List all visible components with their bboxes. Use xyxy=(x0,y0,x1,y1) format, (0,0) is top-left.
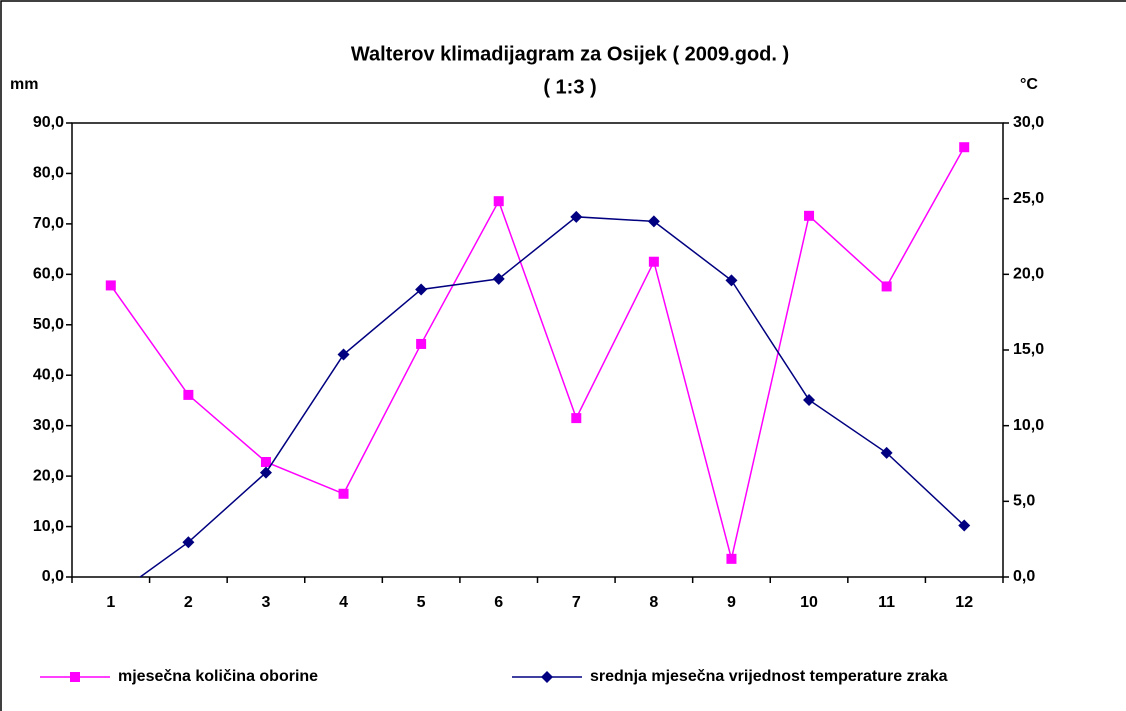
chart-subtitle: ( 1:3 ) xyxy=(543,76,596,98)
series-line xyxy=(138,216,965,577)
point xyxy=(959,142,970,153)
point xyxy=(570,210,583,223)
legend-label: srednja mjesečna vrijednost temperature … xyxy=(590,668,948,685)
chart-title: Walterov klimadijagram za Osijek ( 2009.… xyxy=(351,43,789,65)
y-tick-label: 10,0 xyxy=(33,518,64,535)
x-tick-label: 8 xyxy=(649,594,658,611)
x-tick-label: 7 xyxy=(572,594,581,611)
y-tick-label: 70,0 xyxy=(33,215,64,232)
point xyxy=(259,466,272,479)
y2-tick-label: 20,0 xyxy=(1013,266,1044,283)
point xyxy=(880,446,893,459)
x-tick-label: 5 xyxy=(417,594,426,611)
point xyxy=(571,413,582,424)
point xyxy=(260,456,271,467)
y2-tick-label: 15,0 xyxy=(1013,341,1044,358)
point xyxy=(725,274,738,287)
point xyxy=(881,281,892,292)
point xyxy=(804,210,815,221)
point xyxy=(492,272,505,285)
point xyxy=(648,256,659,267)
y-tick-label: 30,0 xyxy=(33,417,64,434)
x-tick-label: 1 xyxy=(106,594,115,611)
y2-tick-label: 10,0 xyxy=(1013,417,1044,434)
legend-marker xyxy=(541,671,553,683)
y2-axis-label: °C xyxy=(1020,76,1038,93)
y-tick-label: 20,0 xyxy=(33,467,64,484)
y2-tick-label: 30,0 xyxy=(1013,114,1044,131)
point xyxy=(183,389,194,400)
series-line xyxy=(110,146,965,560)
point xyxy=(105,280,116,291)
plot-series xyxy=(105,142,971,577)
y2-tick-label: 0,0 xyxy=(1013,568,1035,585)
point xyxy=(493,196,504,207)
x-tick-label: 2 xyxy=(184,594,193,611)
y-tick-label: 40,0 xyxy=(33,366,64,383)
point xyxy=(958,519,971,532)
point xyxy=(647,215,660,228)
point xyxy=(803,393,816,406)
point xyxy=(726,553,737,564)
y-tick-label: 80,0 xyxy=(33,165,64,182)
point xyxy=(337,348,350,361)
y-axis-label: mm xyxy=(10,76,38,93)
point xyxy=(338,488,349,499)
point xyxy=(182,536,195,549)
y2-tick-label: 5,0 xyxy=(1013,493,1035,510)
x-tick-label: 10 xyxy=(800,594,818,611)
y-tick-label: 60,0 xyxy=(33,266,64,283)
point xyxy=(415,283,428,296)
y-tick-label: 90,0 xyxy=(33,114,64,131)
legend-label: mjesečna količina oborine xyxy=(118,668,318,685)
y-tick-label: 0,0 xyxy=(42,568,64,585)
x-tick-label: 4 xyxy=(339,594,348,611)
x-tick-label: 11 xyxy=(878,594,895,611)
y-tick-label: 50,0 xyxy=(33,316,64,333)
x-tick-label: 12 xyxy=(955,594,973,611)
x-tick-label: 9 xyxy=(727,594,736,611)
x-tick-label: 3 xyxy=(262,594,271,611)
point xyxy=(416,338,427,349)
x-tick-label: 6 xyxy=(494,594,503,611)
y2-tick-label: 25,0 xyxy=(1013,190,1044,207)
legend-marker xyxy=(70,672,80,682)
